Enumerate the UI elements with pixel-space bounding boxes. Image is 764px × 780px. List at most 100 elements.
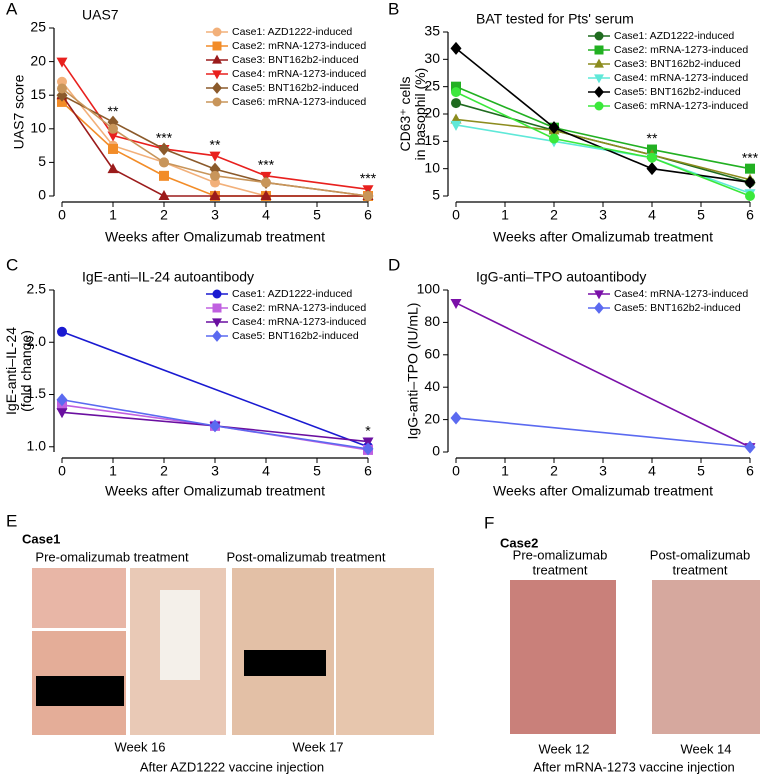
photo-detail bbox=[160, 590, 200, 680]
data-point bbox=[450, 41, 462, 55]
legend-marker bbox=[212, 82, 222, 94]
data-point bbox=[744, 440, 756, 454]
after-label: Post-omalizumab treatment bbox=[227, 549, 386, 564]
y-tick-label: 1.5 bbox=[27, 385, 47, 401]
legend-label: Case3: BNT162b2-induced bbox=[614, 58, 741, 70]
data-point bbox=[647, 152, 658, 163]
x-tick-label: 1 bbox=[109, 207, 117, 223]
legend-marker bbox=[594, 290, 604, 300]
panel-f: F Case2 Pre-omalizumab treatment Post-om… bbox=[484, 513, 760, 774]
panel-letter: B bbox=[388, 0, 399, 18]
y-tick-label: 60 bbox=[424, 346, 440, 362]
legend-label: Case1: AZD1222-induced bbox=[614, 30, 734, 42]
x-tick-label: 4 bbox=[262, 463, 270, 479]
legend-label: Case1: AZD1222-induced bbox=[232, 288, 352, 300]
data-point bbox=[548, 121, 560, 135]
y-tick-label: 25 bbox=[30, 19, 46, 35]
series-line bbox=[455, 118, 751, 181]
y-tick-label: 20 bbox=[30, 52, 46, 68]
significance: ** bbox=[647, 130, 658, 146]
x-tick-label: 2 bbox=[550, 463, 558, 479]
y-tick-label: 10 bbox=[30, 120, 46, 136]
legend-marker bbox=[594, 45, 604, 55]
data-point bbox=[107, 163, 119, 174]
x-tick-label: 6 bbox=[746, 463, 754, 479]
censor-bar bbox=[244, 650, 326, 676]
legend-label: Case5: BNT162b2-induced bbox=[614, 302, 741, 314]
x-tick-label: 5 bbox=[313, 463, 321, 479]
legend-marker bbox=[212, 54, 222, 64]
x-tick-label: 4 bbox=[648, 463, 656, 479]
y-tick-label: 20 bbox=[424, 410, 440, 426]
caption: After AZD1222 vaccine injection bbox=[140, 759, 324, 774]
data-point bbox=[745, 163, 755, 174]
legend-label: Case2: mRNA-1273-induced bbox=[232, 302, 366, 314]
panel-letter: F bbox=[484, 513, 494, 532]
chart-title: BAT tested for Pts' serum bbox=[476, 11, 634, 27]
y-axis-label: in basophil (%) bbox=[412, 68, 428, 161]
caption: After mRNA-1273 vaccine injection bbox=[533, 759, 735, 774]
x-axis-label: Weeks after Omalizumab treatment bbox=[105, 483, 325, 499]
significance: * bbox=[365, 422, 371, 438]
y-tick-label: 5 bbox=[432, 187, 440, 203]
legend-label: Case4: mRNA-1273-induced bbox=[614, 72, 748, 84]
x-tick-label: 5 bbox=[697, 207, 705, 223]
before-label: Pre-omalizumab bbox=[513, 547, 608, 562]
data-point bbox=[57, 83, 67, 94]
photo bbox=[652, 580, 760, 734]
y-axis-label: (fold change) bbox=[18, 330, 34, 412]
after-label: treatment bbox=[673, 562, 728, 577]
y-tick-label: 10 bbox=[424, 159, 440, 175]
chart-title: IgE-anti–IL-24 autoantibody bbox=[82, 269, 254, 285]
week-label: Week 16 bbox=[114, 739, 165, 754]
x-tick-label: 1 bbox=[501, 463, 509, 479]
data-point bbox=[209, 190, 221, 200]
data-point bbox=[107, 131, 119, 142]
x-tick-label: 2 bbox=[550, 207, 558, 223]
x-tick-label: 3 bbox=[211, 463, 219, 479]
legend-label: Case6: mRNA-1273-induced bbox=[614, 100, 748, 112]
significance: *** bbox=[258, 157, 275, 173]
chart-title: UAS7 bbox=[82, 7, 119, 23]
y-axis-label: IgE-anti–IL-24 bbox=[3, 327, 19, 415]
photo bbox=[510, 580, 616, 734]
legend-marker bbox=[212, 27, 222, 37]
y-tick-label: 35 bbox=[424, 23, 440, 39]
x-tick-label: 1 bbox=[109, 463, 117, 479]
y-tick-label: 5 bbox=[38, 153, 46, 169]
legend-label: Case5: BNT162b2-induced bbox=[232, 330, 359, 342]
case-label: Case1 bbox=[22, 531, 60, 546]
y-tick-label: 15 bbox=[30, 86, 46, 102]
panel-letter: A bbox=[6, 0, 18, 18]
data-point bbox=[57, 326, 67, 337]
x-axis-label: Weeks after Omalizumab treatment bbox=[493, 229, 713, 245]
legend-label: Case3: BNT162b2-induced bbox=[232, 54, 359, 66]
legend-marker bbox=[212, 97, 222, 107]
censor-bar bbox=[36, 676, 124, 706]
data-point bbox=[158, 142, 170, 156]
legend-marker bbox=[212, 289, 222, 299]
data-point bbox=[450, 411, 462, 425]
data-point bbox=[744, 175, 756, 189]
legend-marker bbox=[594, 74, 604, 84]
x-tick-label: 6 bbox=[364, 207, 372, 223]
legend-label: Case5: BNT162b2-induced bbox=[614, 86, 741, 98]
significance: ** bbox=[210, 136, 221, 152]
data-point bbox=[261, 177, 271, 188]
case-label: Case2 bbox=[500, 535, 538, 550]
y-tick-label: 1.0 bbox=[27, 437, 47, 453]
x-tick-label: 1 bbox=[501, 207, 509, 223]
y-tick-label: 20 bbox=[424, 105, 440, 121]
before-label: Pre-omalizumab treatment bbox=[35, 549, 189, 564]
x-tick-label: 5 bbox=[313, 207, 321, 223]
y-tick-label: 2.0 bbox=[27, 333, 47, 349]
y-tick-label: 100 bbox=[417, 281, 441, 297]
series-line bbox=[61, 87, 369, 197]
x-tick-label: 2 bbox=[160, 463, 168, 479]
x-axis-label: Weeks after Omalizumab treatment bbox=[105, 229, 325, 245]
x-tick-label: 3 bbox=[211, 207, 219, 223]
y-tick-label: 30 bbox=[424, 50, 440, 66]
after-label: Post-omalizumab bbox=[650, 547, 750, 562]
x-tick-label: 3 bbox=[599, 207, 607, 223]
legend-marker bbox=[594, 58, 604, 68]
